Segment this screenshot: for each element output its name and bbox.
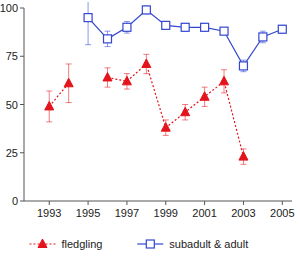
data-point [181,107,190,116]
x-tick-label: 1995 [76,207,100,219]
error-bar [260,31,266,43]
plot-area [45,2,287,164]
error-bar [182,23,188,31]
y-tick [20,104,24,105]
data-point [181,23,189,31]
data-point [161,123,170,132]
data-point [104,35,112,43]
data-point [239,152,248,161]
data-point [45,101,54,110]
x-tick-label: 2005 [270,207,294,219]
error-bar [202,23,208,31]
x-tick [88,201,89,205]
y-tick [20,201,24,202]
error-bar [163,22,169,30]
data-point [220,27,228,35]
legend-marker [146,240,154,248]
legend-marker [38,239,47,248]
data-point [239,62,247,70]
series-line [49,64,243,157]
error-bar [124,22,130,34]
y-tick-label: 100 [0,2,18,14]
x-tick [49,201,50,205]
error-bar [85,2,91,45]
series-line [88,10,282,66]
x-tick-label: 2003 [231,207,255,219]
error-bar [240,60,246,72]
data-point [64,78,73,87]
x-tick [126,201,127,205]
x-tick [282,201,283,205]
y-tick [20,56,24,57]
x-tick [204,201,205,205]
y-tick [20,152,24,153]
legend-label: fledgling [62,238,103,250]
x-axis [24,201,292,202]
data-point [84,14,92,22]
chart: 0 25 50 75 100 1993 1995 1997 1999 2001 2003 2005 fl… [0,0,300,257]
data-point [142,6,150,14]
x-tick-label: 1997 [115,207,139,219]
data-point [220,76,229,85]
error-bar [105,31,111,46]
data-point [201,23,209,31]
x-tick-label: 1999 [154,207,178,219]
data-point [278,25,286,33]
x-tick [243,201,244,205]
y-tick-label: 75 [6,50,18,62]
y-tick-label: 0 [12,195,18,207]
y-tick-label: 25 [6,147,18,159]
y-tick-label: 50 [6,99,18,111]
data-point [200,92,209,101]
x-tick-label: 2001 [192,207,216,219]
data-point [122,76,131,85]
data-point [123,23,131,31]
legend-label: subadult & adult [169,238,248,250]
data-point [162,21,170,29]
error-bar [279,25,285,33]
x-tick [165,201,166,205]
error-bar [143,6,149,14]
data-point [103,72,112,81]
data-point [142,59,151,68]
y-tick [20,8,24,9]
data-point [259,33,267,41]
legend: fledgling subadult & adult [30,238,249,250]
x-tick-label: 1993 [37,207,61,219]
